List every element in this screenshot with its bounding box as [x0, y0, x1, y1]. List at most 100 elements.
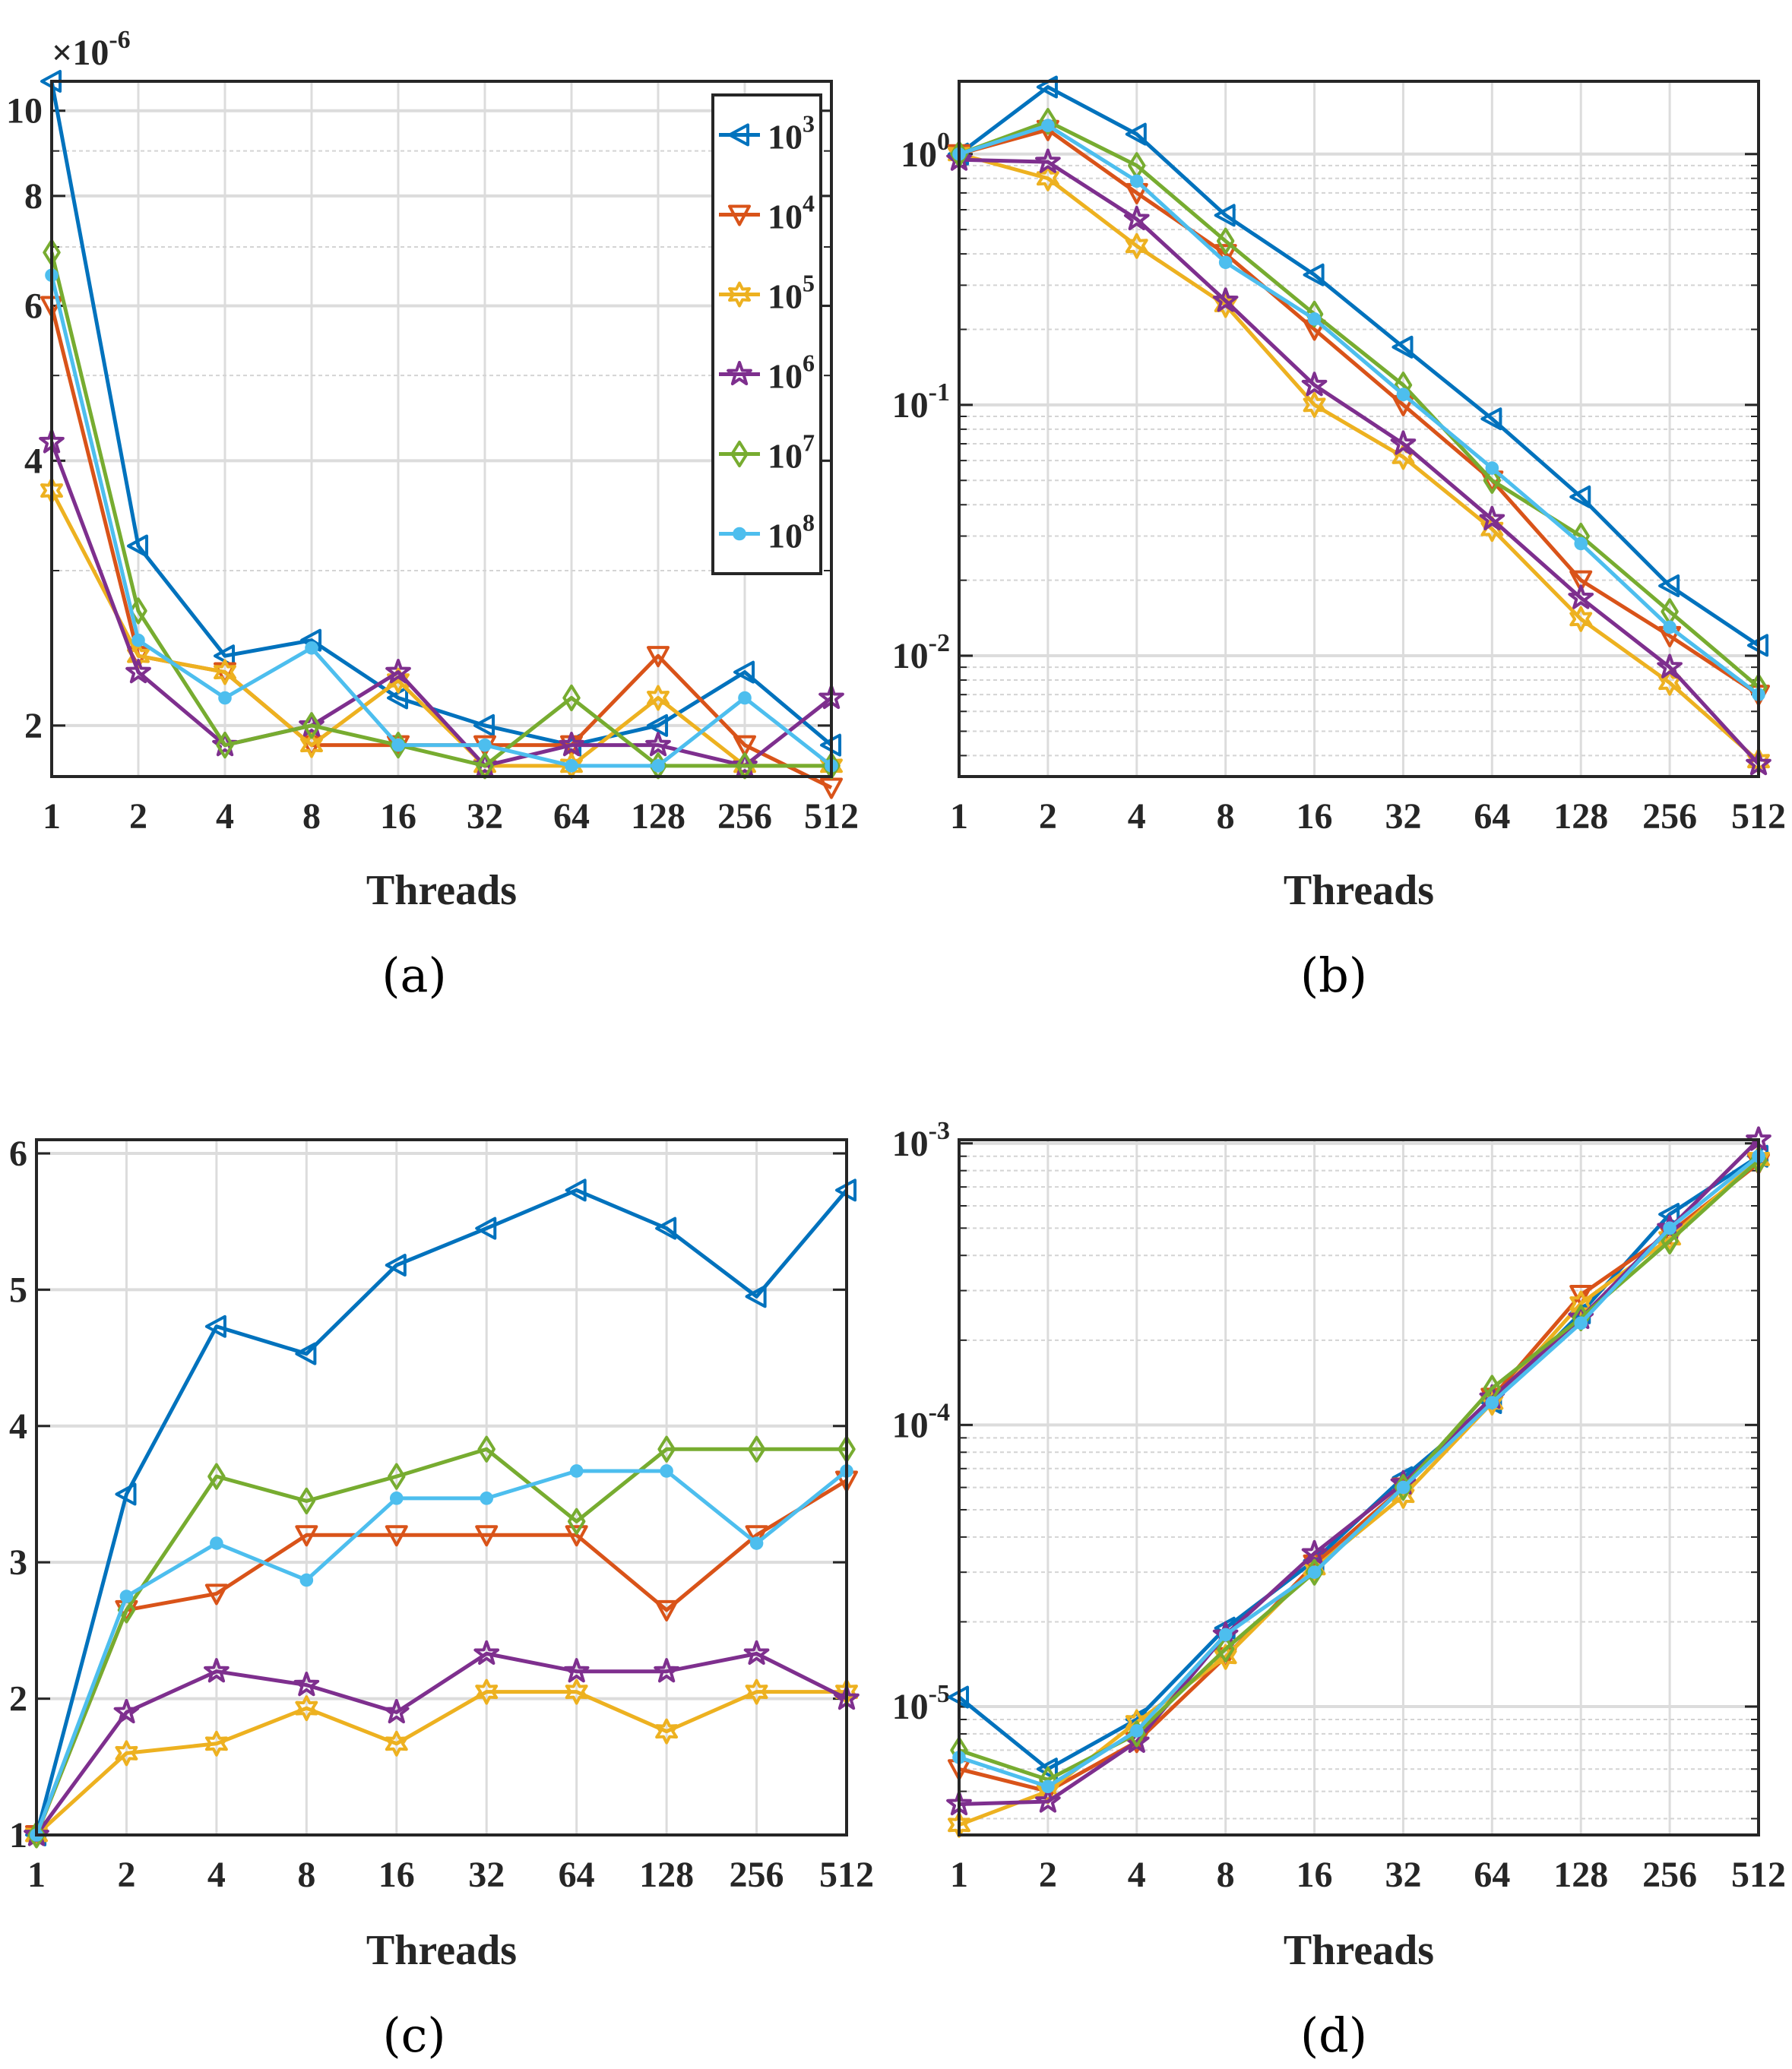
x-tick-label: 128: [1553, 796, 1608, 837]
legend-marker: [728, 123, 750, 147]
data-point: [477, 1435, 495, 1463]
y-tick-label: 3: [9, 1542, 27, 1583]
data-point: [1574, 1316, 1588, 1330]
axes-frame: [958, 80, 1760, 778]
data-point: [1663, 1221, 1676, 1235]
data-point: [738, 691, 752, 705]
series-10^6: [946, 146, 1771, 776]
data-point: [1125, 233, 1148, 259]
legend-box: [711, 93, 822, 575]
data-point: [1216, 227, 1235, 255]
series-line: [49, 252, 831, 768]
data-point: [733, 735, 756, 757]
data-point: [210, 1536, 223, 1550]
axes-frame: [50, 80, 833, 778]
x-tick-label: 256: [730, 1855, 784, 1895]
data-point: [1301, 1539, 1328, 1564]
data-point: [1123, 205, 1150, 231]
x-tick-label: 1: [27, 1855, 46, 1895]
data-point: [115, 1482, 137, 1506]
data-point: [218, 691, 232, 705]
series-line: [958, 152, 1760, 763]
legend-item: 105: [719, 270, 815, 316]
data-point: [563, 1658, 590, 1683]
data-point: [204, 1658, 230, 1683]
legend-marker: [728, 281, 751, 308]
data-point: [565, 1678, 588, 1705]
data-point: [1303, 263, 1325, 286]
x-tick-label: 1: [43, 796, 61, 837]
data-point: [1036, 165, 1059, 191]
data-point: [1574, 536, 1588, 551]
data-point: [1568, 584, 1594, 609]
data-point: [1569, 1284, 1593, 1307]
y-tick-label: 2: [9, 1679, 27, 1719]
data-point: [747, 1435, 766, 1463]
y-tick-label: 5: [9, 1270, 27, 1310]
x-axis-label: Threads: [366, 867, 517, 914]
data-point: [1569, 606, 1593, 632]
data-point: [119, 1590, 134, 1603]
data-point: [300, 732, 323, 758]
data-point: [1485, 1396, 1499, 1409]
data-point: [204, 1583, 228, 1606]
series-line: [34, 1469, 848, 1836]
x-tick-label: 2: [129, 796, 147, 837]
data-point: [1307, 312, 1322, 326]
data-point: [297, 1487, 316, 1515]
x-tick-label: 4: [1128, 1855, 1146, 1895]
data-point: [295, 1342, 317, 1365]
y-tick-label: 10-3: [892, 1117, 950, 1164]
data-point: [565, 1178, 587, 1202]
data-point: [295, 1525, 318, 1547]
data-point: [569, 1464, 584, 1478]
y-tick-label: 8: [24, 176, 43, 217]
data-point: [475, 1216, 497, 1240]
data-point: [204, 1730, 228, 1757]
data-point: [1041, 1780, 1055, 1794]
series-line: [35, 1690, 847, 1836]
data-point: [655, 1599, 679, 1621]
x-tick-label: 64: [553, 796, 590, 837]
legend-label: 105: [768, 270, 815, 316]
data-point: [1214, 1643, 1237, 1670]
x-axis-label: Threads: [1284, 1927, 1434, 1974]
legend-item: 103: [719, 110, 815, 157]
series-10^7: [27, 1435, 856, 1849]
plot-area: [36, 1140, 847, 1835]
y-tick-label: 10-1: [892, 378, 950, 426]
data-point: [655, 1718, 679, 1745]
axes-frame: [958, 1138, 1760, 1836]
x-tick-label: 256: [717, 796, 772, 837]
data-point: [1479, 505, 1505, 531]
data-point: [1218, 1628, 1233, 1642]
data-point: [389, 1492, 404, 1505]
data-point: [654, 1658, 679, 1683]
data-point: [567, 1507, 586, 1535]
series-line: [958, 123, 1760, 697]
legend-label: 103: [768, 110, 815, 157]
data-point: [478, 738, 492, 752]
data-point: [1483, 467, 1502, 494]
data-point: [1039, 108, 1057, 135]
x-tick-label: 16: [1297, 796, 1333, 837]
series-10^3: [25, 1178, 857, 1846]
x-tick-label: 32: [1385, 796, 1421, 837]
y-tick-label: 10-4: [892, 1398, 950, 1445]
data-point: [383, 1698, 410, 1724]
series-line: [34, 1479, 848, 1836]
data-point: [1569, 1290, 1593, 1317]
data-point: [733, 660, 755, 684]
data-point: [125, 659, 151, 684]
legend-label: 106: [768, 350, 815, 396]
data-point: [655, 1216, 677, 1240]
data-point: [660, 1464, 673, 1478]
data-point: [127, 534, 149, 558]
data-point: [651, 759, 665, 773]
data-point: [302, 712, 321, 739]
data-point: [745, 1525, 768, 1547]
data-point: [1569, 570, 1593, 592]
data-point: [1301, 372, 1328, 397]
x-tick-label: 128: [631, 796, 685, 837]
